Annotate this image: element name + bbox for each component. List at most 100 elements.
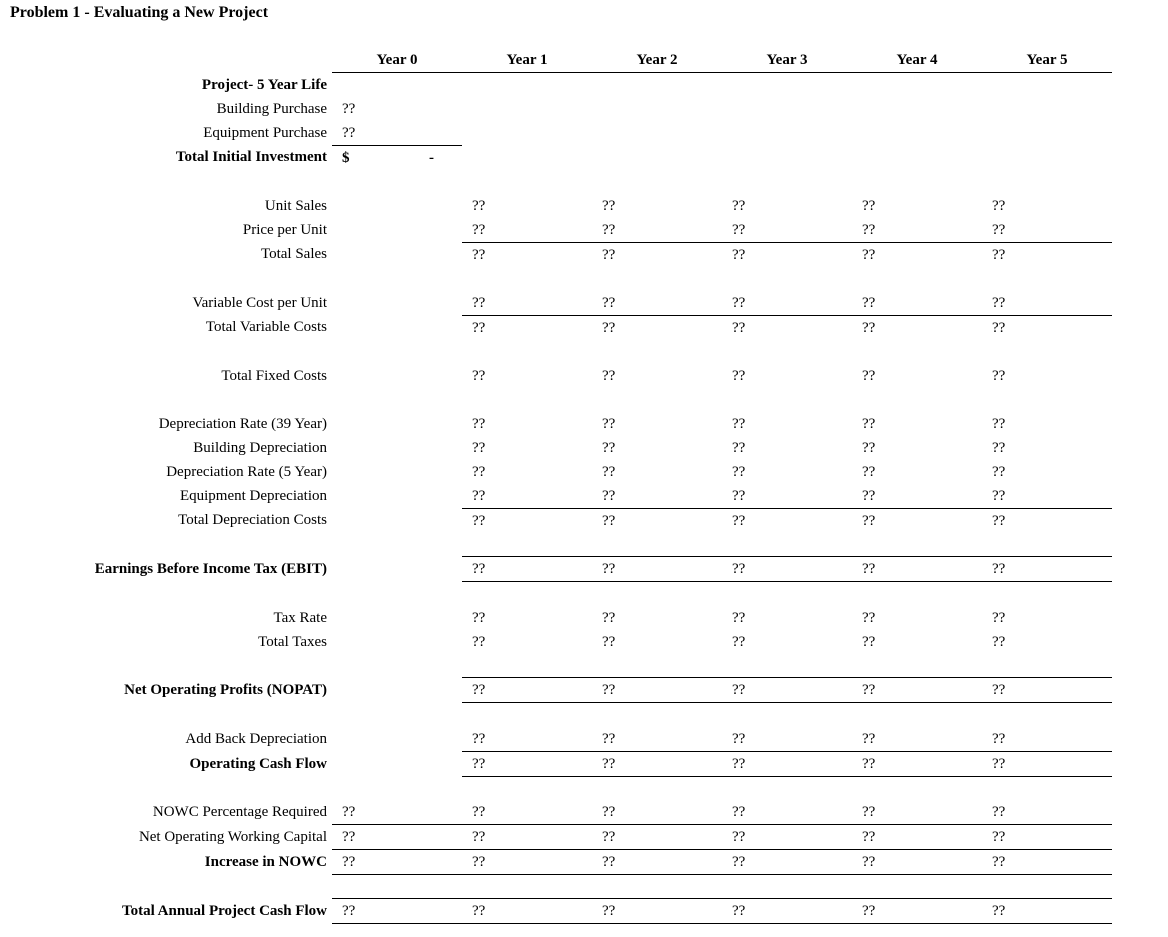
cell: ?? bbox=[722, 751, 852, 777]
cell: ?? bbox=[862, 512, 876, 529]
cell: ?? bbox=[722, 556, 852, 582]
cell: ?? bbox=[982, 217, 1112, 243]
cell: ?? bbox=[852, 800, 982, 825]
cell: ?? bbox=[722, 677, 852, 703]
row-label: NOWC Percentage Required bbox=[152, 804, 327, 821]
cell: ?? bbox=[592, 556, 722, 582]
cell: ?? bbox=[732, 319, 746, 336]
table-row bbox=[0, 703, 1112, 727]
cell bbox=[332, 727, 462, 752]
cell: ?? bbox=[462, 556, 592, 582]
cell: ?? bbox=[602, 246, 616, 263]
cell bbox=[332, 460, 462, 484]
cell bbox=[982, 776, 1112, 800]
table-row: Unit Sales?????????? bbox=[0, 194, 1112, 218]
table-row: Variable Cost per Unit?????????? bbox=[0, 290, 1112, 316]
cell bbox=[332, 630, 462, 654]
row-label: Total Taxes bbox=[258, 633, 327, 650]
cell bbox=[592, 703, 722, 727]
cell bbox=[852, 340, 982, 364]
cell bbox=[722, 73, 852, 97]
cell bbox=[332, 678, 462, 703]
row-label bbox=[0, 703, 332, 727]
cell: ?? bbox=[982, 751, 1112, 777]
cell: ?? bbox=[592, 726, 722, 752]
cell: ?? bbox=[982, 677, 1112, 703]
cell: ?? bbox=[462, 800, 592, 825]
row-label: Project- 5 Year Life bbox=[201, 76, 327, 93]
cell: ?? bbox=[472, 633, 486, 650]
row-label: Depreciation Rate (39 Year) bbox=[158, 415, 327, 432]
row-label bbox=[0, 654, 332, 678]
table-row: NOWC Percentage Required???????????? bbox=[0, 800, 1112, 825]
cell: ?? bbox=[722, 824, 852, 850]
currency-symbol: $ bbox=[342, 149, 350, 166]
cell: ?? bbox=[862, 463, 876, 480]
cell: ?? bbox=[852, 898, 982, 924]
cell: ?? bbox=[852, 751, 982, 777]
cell bbox=[722, 654, 852, 678]
cell: ?? bbox=[862, 367, 876, 384]
cell: ?? bbox=[992, 246, 1006, 263]
cell bbox=[852, 533, 982, 557]
table-row: Depreciation Rate (39 Year)?????????? bbox=[0, 412, 1112, 436]
row-label: Operating Cash Flow bbox=[189, 755, 327, 772]
cell: ?? bbox=[732, 439, 746, 456]
cell bbox=[982, 703, 1112, 727]
table-row: Total Annual Project Cash Flow??????????… bbox=[0, 898, 1112, 924]
cell bbox=[462, 654, 592, 678]
cell bbox=[332, 874, 462, 899]
cell: ?? bbox=[472, 367, 486, 384]
cell: ?? bbox=[732, 246, 746, 263]
table-row: Total Initial Investment $ - bbox=[0, 145, 1112, 170]
cell: ?? bbox=[462, 677, 592, 703]
cell bbox=[592, 533, 722, 557]
table-row: Add Back Depreciation?????????? bbox=[0, 726, 1112, 752]
row-label: Equipment Purchase bbox=[203, 124, 327, 141]
cell: ?? bbox=[462, 290, 592, 316]
row-label bbox=[0, 340, 332, 364]
table-row bbox=[0, 267, 1112, 291]
cell bbox=[332, 557, 462, 582]
cell bbox=[852, 73, 982, 97]
cell: ?? bbox=[592, 677, 722, 703]
cell bbox=[592, 73, 722, 97]
cell: ?? bbox=[982, 898, 1112, 924]
cell: ?? bbox=[982, 849, 1112, 875]
cell bbox=[462, 170, 592, 194]
cell bbox=[332, 218, 462, 243]
cell bbox=[982, 340, 1112, 364]
row-label: Increase in NOWC bbox=[204, 854, 327, 870]
cell bbox=[982, 582, 1112, 606]
year-header-row: Year 0 Year 1 Year 2 Year 3 Year 4 Year 5 bbox=[0, 48, 1112, 73]
cell bbox=[852, 145, 982, 170]
cell: ?? bbox=[602, 512, 616, 529]
row-label: Total Variable Costs bbox=[205, 319, 327, 336]
cell bbox=[332, 340, 462, 364]
cell bbox=[332, 654, 462, 678]
table-row bbox=[0, 170, 1112, 194]
cell: ?? bbox=[722, 849, 852, 875]
cell bbox=[462, 267, 592, 291]
cell bbox=[852, 703, 982, 727]
row-label: Total Initial Investment bbox=[175, 149, 327, 166]
cell bbox=[852, 776, 982, 800]
cell: ?? bbox=[462, 483, 592, 509]
cell: ?? bbox=[472, 246, 486, 263]
cell: ?? bbox=[332, 800, 462, 825]
year-header: Year 0 bbox=[332, 48, 462, 73]
year-header: Year 3 bbox=[722, 48, 852, 73]
cell: ?? bbox=[332, 824, 462, 850]
cell bbox=[592, 388, 722, 412]
table-row: Operating Cash Flow?????????? bbox=[0, 751, 1112, 777]
cell bbox=[722, 340, 852, 364]
cell: ?? bbox=[602, 415, 616, 432]
cell: ?? bbox=[602, 633, 616, 650]
cell bbox=[462, 73, 592, 97]
row-label: Variable Cost per Unit bbox=[192, 294, 327, 311]
cell: ?? bbox=[992, 319, 1006, 336]
table-row bbox=[0, 582, 1112, 606]
table-row bbox=[0, 654, 1112, 678]
cell: ?? bbox=[862, 319, 876, 336]
cell bbox=[592, 97, 722, 121]
